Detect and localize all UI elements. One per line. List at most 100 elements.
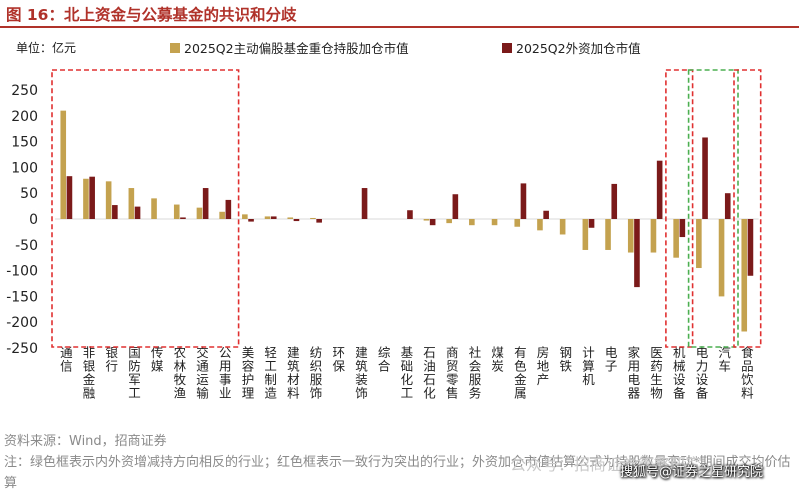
foreign-bar: [202, 188, 209, 219]
fund-bar: [537, 219, 543, 231]
fund-bar: [469, 219, 475, 226]
foreign-bar: [679, 219, 686, 238]
foreign-bar: [361, 188, 368, 219]
fund-bar: [242, 214, 248, 219]
fund-bar: [741, 219, 748, 332]
x-category-label: 建筑装饰: [355, 345, 368, 401]
x-category-label: 基础化工: [401, 345, 414, 401]
x-category-label: 轻工制造: [264, 345, 277, 401]
y-tick-label: 100: [11, 160, 38, 176]
foreign-bar: [112, 205, 118, 219]
x-category-label: 电子: [605, 345, 618, 374]
y-tick-label: 50: [20, 186, 38, 202]
fund-bar: [173, 204, 180, 219]
fund-bar: [105, 181, 112, 219]
unit-label: 单位：亿元: [16, 40, 76, 55]
x-category-label: 非银金融: [83, 345, 96, 401]
foreign-bar: [134, 206, 141, 219]
fund-bar: [627, 219, 634, 253]
y-tick-label: -150: [6, 289, 38, 305]
watermark-badge: 搜狐号@证券之星研究院: [620, 465, 764, 480]
highlight-box-green: [687, 69, 739, 348]
fund-bar: [718, 219, 725, 297]
fund-bar: [310, 217, 316, 219]
fund-bar: [582, 219, 589, 250]
legend-label-1: 2025Q2主动偏股基金重仓持股加仓市值: [184, 41, 409, 56]
foreign-bar: [429, 219, 436, 226]
highlight-box-red: [51, 69, 240, 348]
x-category-label: 商贸零售: [446, 345, 459, 401]
y-tick-label: 200: [11, 109, 38, 125]
x-category-label: 医药生物: [650, 345, 663, 401]
title-rule: [0, 26, 799, 28]
foreign-bar: [316, 219, 322, 223]
foreign-bar: [89, 176, 95, 219]
fund-bar: [219, 211, 225, 219]
y-tick-label: 250: [11, 83, 38, 99]
fund-bar: [151, 198, 157, 219]
foreign-bar: [248, 219, 254, 222]
fund-bar: [605, 219, 611, 250]
fund-bar: [491, 219, 498, 226]
x-category-label: 石油石化: [423, 345, 436, 401]
x-category-label: 家用电器: [628, 345, 641, 401]
foreign-bar: [702, 137, 708, 219]
fund-bar: [423, 219, 430, 221]
fund-bar: [696, 219, 702, 269]
x-category-label: 钢铁: [559, 345, 572, 374]
foreign-bar: [520, 183, 527, 219]
fund-bar: [559, 219, 566, 235]
foreign-bar: [407, 210, 413, 219]
legend-swatch-2: [502, 43, 512, 53]
x-category-label: 食品饮料: [741, 345, 754, 401]
footnote-text: 注：绿色框表示内外资增减持方向相反的行业；红色框表示一致行为突出的行业；外资加仓…: [4, 455, 791, 491]
fund-bar: [128, 188, 135, 219]
y-tick-label: -250: [6, 341, 38, 357]
fund-bar: [287, 217, 294, 219]
foreign-bar: [66, 176, 73, 219]
x-category-label: 计算机: [582, 345, 595, 387]
x-category-label: 环保: [332, 345, 345, 374]
foreign-bar: [270, 216, 277, 219]
fund-bar: [60, 110, 67, 219]
x-category-label: 机械设备: [673, 345, 686, 401]
legend-swatch-1: [170, 43, 180, 53]
source-text: 资料来源：Wind，招商证券: [4, 434, 167, 449]
x-category-label: 汽车: [718, 345, 731, 374]
foreign-bar: [656, 160, 663, 219]
fund-bar: [650, 219, 657, 253]
highlight-box-red: [665, 69, 694, 348]
foreign-bar: [225, 199, 232, 219]
x-category-label: 银行: [105, 345, 118, 374]
y-tick-label: -50: [15, 238, 38, 254]
y-tick-label: 150: [11, 135, 38, 151]
foreign-bar: [293, 219, 300, 222]
fund-bar: [264, 216, 271, 219]
foreign-bar: [180, 217, 186, 219]
x-category-label: 公用事业: [219, 345, 232, 401]
x-category-label: 有色金属: [514, 345, 527, 401]
x-category-label: 国防军工: [128, 345, 141, 401]
x-category-label: 建筑材料: [287, 345, 300, 401]
foreign-bar: [634, 219, 640, 288]
x-category-label: 房地产: [537, 345, 550, 387]
fund-bar: [83, 178, 89, 219]
foreign-bar: [611, 183, 618, 219]
legend-label-2: 2025Q2外资加仓市值: [516, 41, 641, 56]
fund-bar: [196, 207, 203, 219]
watermark-text: 公众号：招商证券策略研究: [510, 455, 703, 474]
x-category-label: 纺织服饰: [310, 345, 323, 401]
foreign-bar: [543, 210, 549, 219]
x-category-label: 电力设备: [696, 345, 709, 401]
highlight-box-red: [733, 69, 762, 348]
y-tick-label: -200: [6, 315, 38, 331]
figure-title: 图 16：北上资金与公募基金的共识和分歧: [6, 6, 297, 24]
fund-bar: [446, 219, 452, 224]
foreign-bar: [724, 193, 731, 219]
y-tick-label: 0: [29, 212, 38, 228]
foreign-bar: [588, 219, 595, 228]
fund-bar: [514, 219, 521, 227]
y-tick-label: -100: [6, 264, 38, 280]
foreign-bar: [452, 194, 459, 219]
bar-chart: 单位：亿元 2025Q2主动偏股基金重仓持股加仓市值 2025Q2外资加仓市值 250…: [6, 40, 762, 401]
